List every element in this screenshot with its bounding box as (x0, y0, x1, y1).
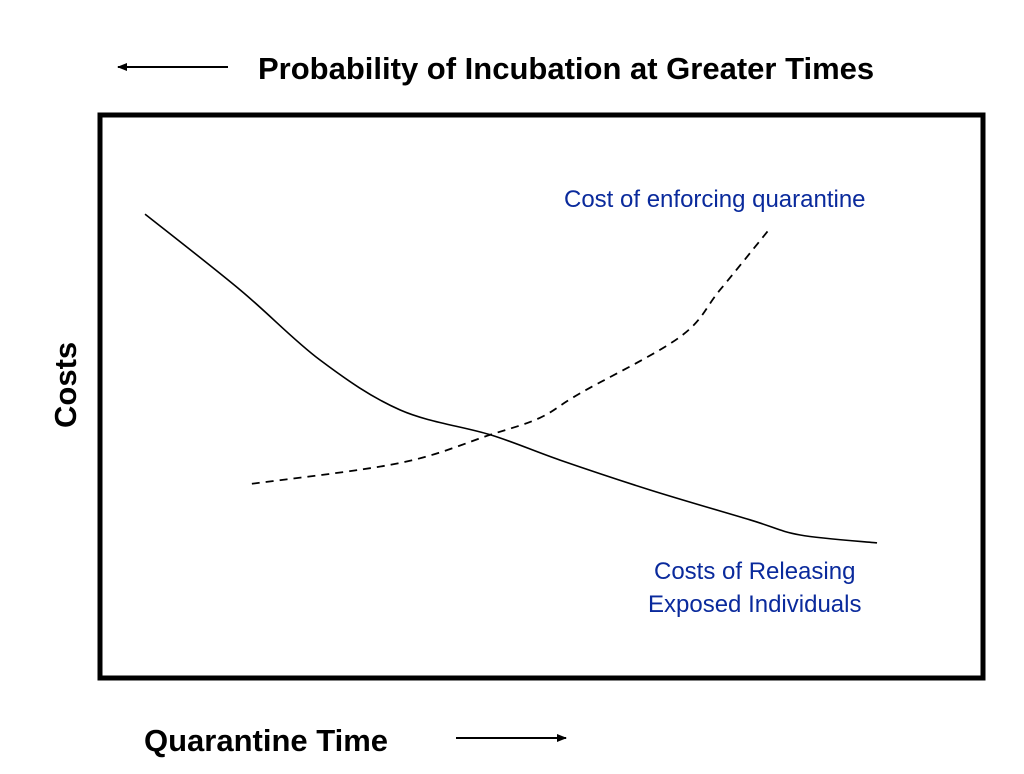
series-line-releasing-exposed (144, 213, 878, 544)
x-axis-label: Quarantine Time (144, 723, 388, 758)
chart-title: Probability of Incubation at Greater Tim… (258, 51, 874, 86)
plot-frame (97, 112, 986, 681)
series-line-enforcing-quarantine (251, 227, 771, 485)
series-label-enforcing: Cost of enforcing quarantine (564, 186, 866, 213)
series-label-releasing-line2: Exposed Individuals (648, 591, 861, 618)
series-label-releasing-line1: Costs of Releasing (654, 558, 855, 585)
y-axis-label: Costs (48, 342, 83, 428)
